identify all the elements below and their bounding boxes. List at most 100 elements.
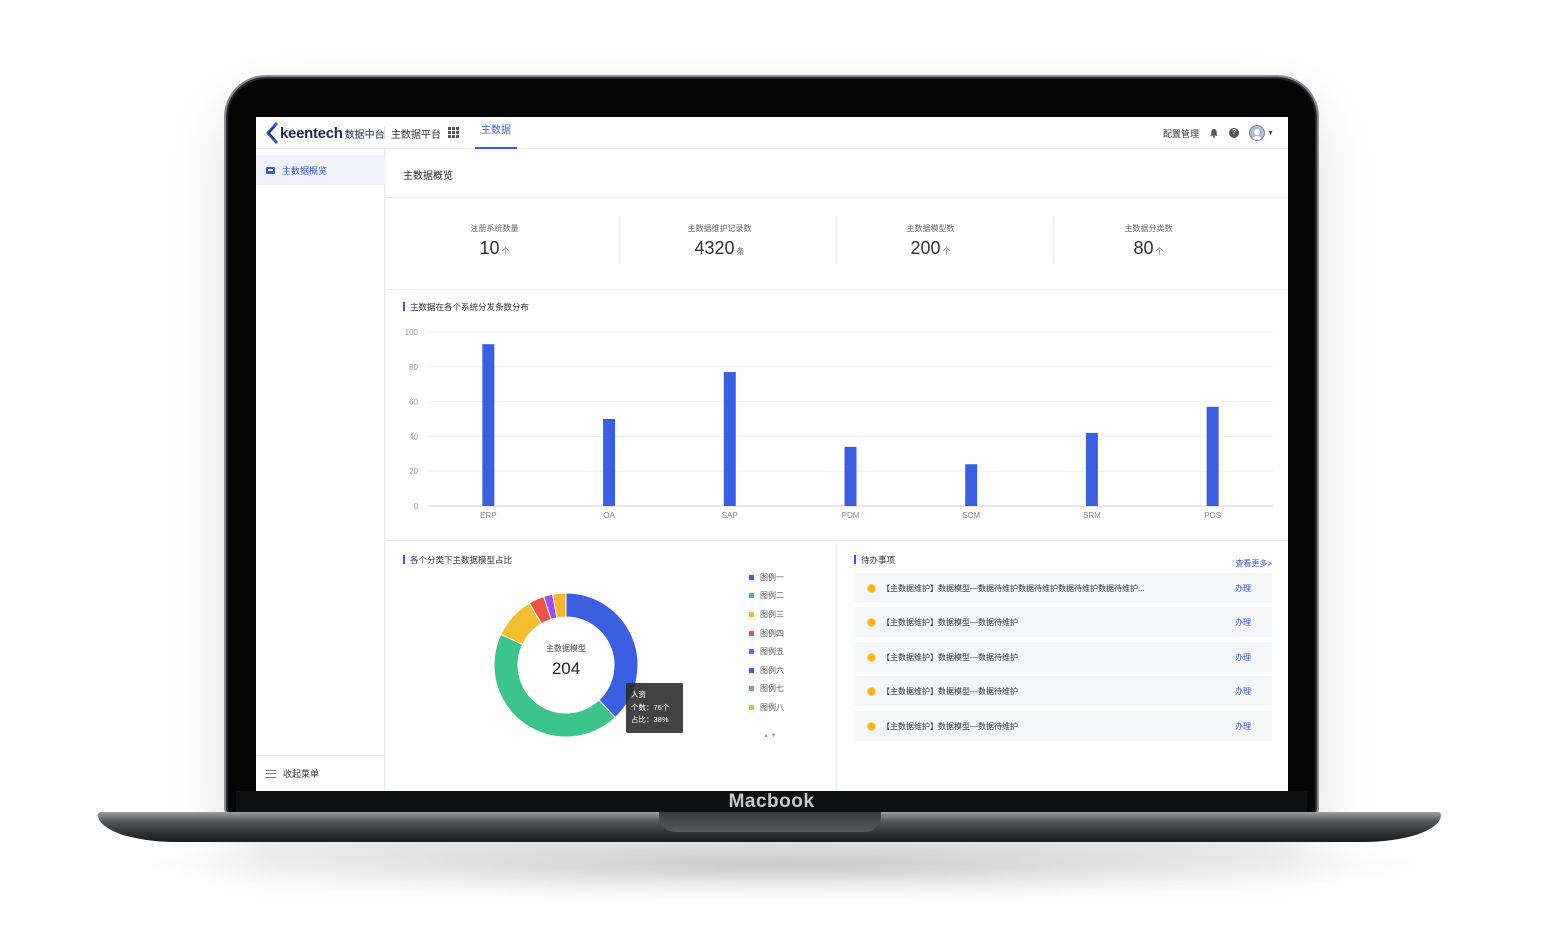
- logo[interactable]: keentech 数据中台: [265, 121, 385, 145]
- todo-text: 【主数据维护】数据模型—数据待维护数据待维护数据待维护数据待维护...: [882, 583, 1145, 593]
- divider: [619, 217, 620, 263]
- header-actions: 配置管理 ? ▼: [1163, 117, 1274, 149]
- stat-unit: 个: [1155, 247, 1164, 256]
- legend-item[interactable]: 图例五: [749, 642, 784, 661]
- x-tick-label: SRM: [1083, 511, 1101, 520]
- stats-row: 注册系统数量 10 个 主数据维护记录数 4320 条 主数据模型数 200 个 主数…: [386, 197, 1288, 289]
- todo-text: 【主数据维护】数据模型—数据待维护: [882, 652, 1018, 662]
- legend-pager[interactable]: ▲ ▼: [763, 733, 777, 739]
- todo-item[interactable]: 【主数据维护】数据模型—数据待维护数据待维护数据待维护数据待维护... 办理: [855, 573, 1272, 603]
- chevron-down-icon[interactable]: ▼: [1267, 129, 1274, 137]
- bar: [1206, 406, 1219, 506]
- stat-label: 主数据分类数: [1124, 224, 1173, 233]
- todo-item[interactable]: 【主数据维护】数据模型—数据待维护 办理: [855, 676, 1272, 706]
- platform-switcher[interactable]: 主数据平台: [391, 130, 441, 141]
- stat-label: 主数据维护记录数: [687, 224, 752, 233]
- laptop-notch: [659, 812, 881, 832]
- bar: [1085, 432, 1098, 506]
- y-tick-label: 0: [414, 502, 419, 511]
- legend-item[interactable]: 图例八: [749, 698, 784, 717]
- overview-icon: [266, 166, 275, 174]
- donut-slice: [493, 633, 616, 738]
- legend-label: 图例四: [760, 628, 784, 638]
- collapse-menu-label: 收起菜单: [283, 769, 320, 779]
- main-content: 主数据概览 注册系统数量 10 个 主数据维护记录数 4320 条 主数据模型数 2…: [386, 149, 1288, 791]
- menu-fold-icon: [266, 769, 276, 778]
- legend-swatch: [749, 611, 754, 617]
- divider: [386, 289, 1288, 290]
- stat-unit: 个: [942, 247, 951, 256]
- legend-label: 图例五: [760, 647, 784, 657]
- legend-swatch: [749, 649, 754, 655]
- handle-button[interactable]: 办理: [1235, 583, 1251, 593]
- collapse-menu-button[interactable]: 收起菜单: [256, 755, 385, 791]
- handle-button[interactable]: 办理: [1235, 617, 1251, 627]
- stat-number: 200: [910, 238, 941, 258]
- legend-item[interactable]: 图例三: [749, 605, 784, 624]
- legend-label: 图例一: [760, 572, 784, 582]
- legend-item[interactable]: 图例七: [749, 680, 784, 699]
- stat-unit: 个: [501, 247, 510, 256]
- app-screen: keentech 数据中台 主数据平台 主数据 配置管理 ? ▼: [256, 117, 1288, 791]
- y-tick-label: 20: [409, 467, 418, 476]
- stat-label: 主数据模型数: [906, 224, 955, 233]
- legend-item[interactable]: 图例一: [749, 568, 784, 587]
- config-management-link[interactable]: 配置管理: [1163, 128, 1200, 139]
- bell-icon[interactable]: [1209, 128, 1219, 138]
- x-tick-label: PDM: [842, 511, 860, 520]
- y-tick-label: 80: [409, 363, 418, 372]
- x-tick-label: OA: [603, 511, 615, 520]
- status-dot-icon: [867, 583, 876, 593]
- legend-swatch: [749, 667, 754, 673]
- todo-item[interactable]: 【主数据维护】数据模型—数据待维护 办理: [855, 642, 1272, 672]
- y-tick-label: 40: [409, 432, 418, 441]
- logo-icon: [266, 122, 279, 144]
- bar-chart: 0 20 40 60 80 100 ERP OA SAP PDM SCM SRM POS: [405, 328, 1273, 520]
- apps-grid-icon[interactable]: [448, 127, 459, 138]
- bar: [723, 372, 736, 506]
- donut-chart-title: 各个分类下主数据模型占比: [403, 554, 512, 566]
- sidebar-item-overview[interactable]: 主数据概览: [256, 155, 385, 185]
- bar-chart-title: 主数据在各个系统分发条数分布: [403, 301, 529, 313]
- legend-swatch: [749, 593, 754, 599]
- todo-item[interactable]: 【主数据维护】数据模型—数据待维护 办理: [855, 711, 1272, 741]
- avatar[interactable]: [1249, 125, 1266, 141]
- divider: [386, 197, 1288, 198]
- page-title: 主数据概览: [403, 171, 453, 182]
- stat-label: 注册系统数量: [470, 224, 519, 233]
- stat-unit: 条: [736, 247, 745, 256]
- divider: [386, 540, 1288, 541]
- divider: [836, 217, 837, 263]
- stat-number: 80: [1133, 238, 1154, 258]
- x-tick-label: ERP: [480, 511, 496, 520]
- donut-slice: [565, 592, 639, 719]
- tooltip-ratio: 占比：38%: [631, 715, 669, 724]
- sidebar-item-label: 主数据概览: [282, 165, 328, 176]
- x-tick-label: SCM: [962, 511, 980, 520]
- stat-value: 10 个: [386, 238, 603, 259]
- todo-item[interactable]: 【主数据维护】数据模型—数据待维护 办理: [855, 607, 1272, 637]
- tab-master-data[interactable]: 主数据: [475, 117, 517, 149]
- legend-item[interactable]: 图例二: [749, 587, 784, 606]
- legend-label: 图例三: [760, 609, 784, 619]
- stat-card: 注册系统数量 10 个: [386, 197, 603, 287]
- laptop-chin: Macbook: [236, 791, 1307, 813]
- legend-swatch: [749, 686, 754, 692]
- divider: [836, 541, 837, 791]
- legend-item[interactable]: 图例四: [749, 624, 784, 643]
- donut-center-value: 204: [551, 659, 581, 678]
- legend-label: 图例八: [760, 702, 784, 712]
- donut-slice: [551, 592, 567, 619]
- x-tick-label: SAP: [722, 511, 738, 520]
- handle-button[interactable]: 办理: [1235, 686, 1251, 696]
- legend-label: 图例七: [760, 684, 784, 694]
- view-more-link[interactable]: 查看更多>: [1235, 559, 1272, 568]
- help-icon[interactable]: ?: [1229, 128, 1240, 138]
- handle-button[interactable]: 办理: [1235, 721, 1251, 731]
- tooltip-count: 个数：76个: [631, 702, 670, 712]
- legend-item[interactable]: 图例六: [749, 661, 784, 680]
- donut-chart: [493, 592, 639, 738]
- status-dot-icon: [867, 721, 876, 731]
- handle-button[interactable]: 办理: [1235, 652, 1251, 662]
- y-tick-label: 60: [409, 398, 418, 407]
